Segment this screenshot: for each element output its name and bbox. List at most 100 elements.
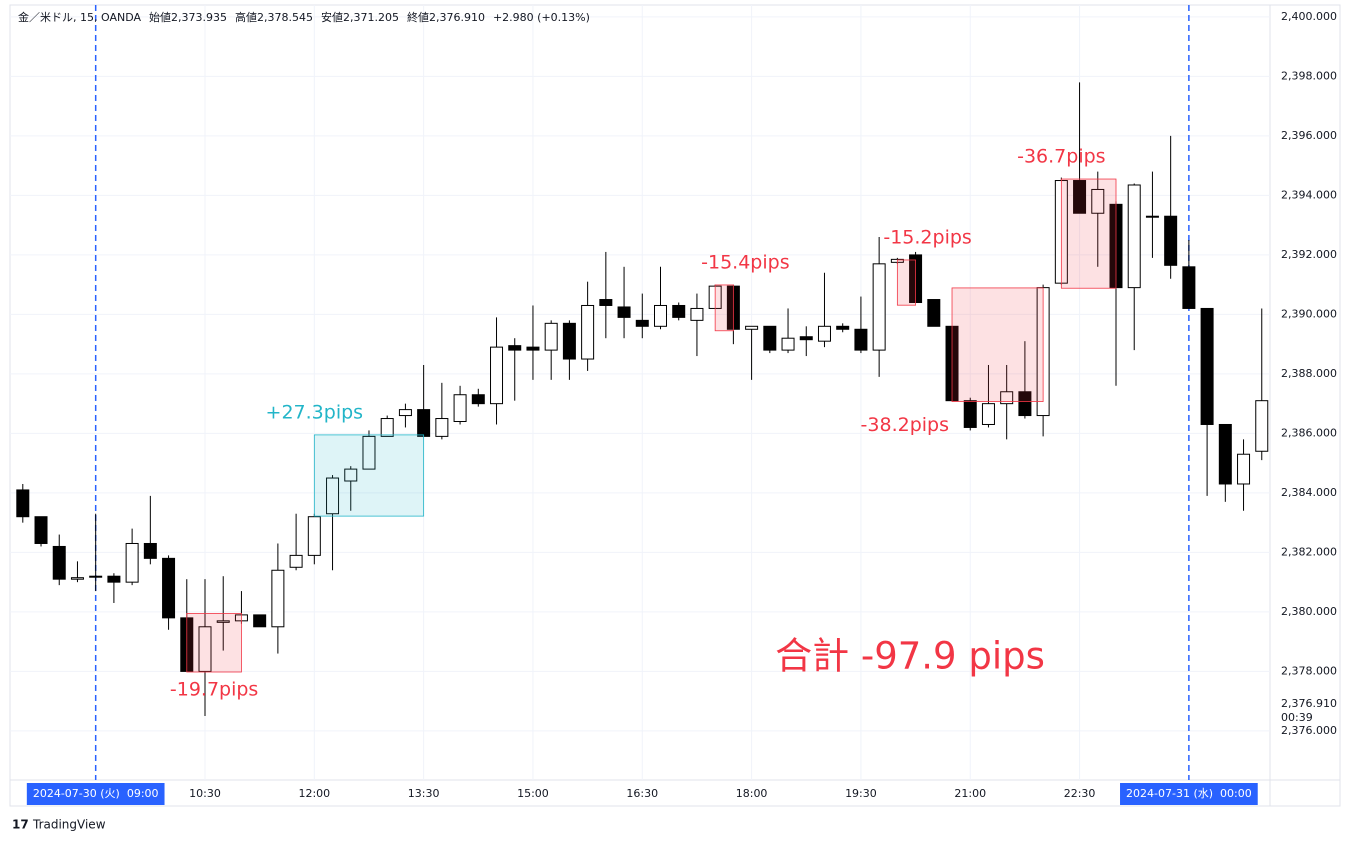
candle-body xyxy=(271,569,285,628)
candle-body xyxy=(635,319,649,327)
candle-body xyxy=(963,400,977,428)
candle-body xyxy=(398,409,412,417)
header-value: 始値2,373.935 xyxy=(149,10,227,24)
candle-body xyxy=(362,435,376,470)
candle-body xyxy=(544,322,558,351)
candle-body xyxy=(490,346,504,405)
y-tick-label: 2,400.000 xyxy=(1281,10,1337,23)
candle-body xyxy=(745,325,759,330)
header-value: 終値2,376.910 xyxy=(407,10,485,24)
y-tick-label: 2,376.000 xyxy=(1281,724,1337,737)
candle-body xyxy=(1200,307,1214,425)
y-tick-label: 2,394.000 xyxy=(1281,188,1337,201)
candle-body xyxy=(52,545,66,580)
annotations: 2,376.000 2,378.000 2,380.000 2,382.000 2,38… xyxy=(26,10,1337,805)
candle-body xyxy=(1164,215,1178,266)
x-tick-label: 2024-07-31 (水) 00:00 xyxy=(1126,787,1252,800)
y-tick-label: 2,384.000 xyxy=(1281,486,1337,499)
last-price-label: 2,376.910 xyxy=(1281,697,1337,710)
y-tick-label: 2,380.000 xyxy=(1281,605,1337,618)
y-tick-label: 2,390.000 xyxy=(1281,307,1337,320)
y-tick-label: 2,378.000 xyxy=(1281,664,1337,677)
x-tick-label: 18:00 xyxy=(736,787,768,800)
trade-box xyxy=(951,287,1044,402)
candle-body xyxy=(162,557,176,619)
trade-box xyxy=(1060,178,1117,289)
candle-body xyxy=(781,337,795,351)
candle-body xyxy=(562,322,576,360)
candle-body xyxy=(854,328,868,351)
trade-label: -15.4pips xyxy=(701,251,789,273)
candle-body xyxy=(1073,180,1087,214)
candle-body xyxy=(1091,188,1105,214)
candle-body xyxy=(380,418,394,437)
candle-body xyxy=(435,418,449,437)
header-value: 安値2,371.205 xyxy=(321,10,399,24)
candle-body xyxy=(981,403,995,425)
x-tick-label: 22:30 xyxy=(1064,787,1096,800)
candle-body xyxy=(836,325,850,330)
trade-box xyxy=(714,284,734,332)
candle-body xyxy=(1237,453,1251,485)
trade-label: -19.7pips xyxy=(170,679,258,701)
candle-body xyxy=(1127,184,1141,289)
trade-label: -38.2pips xyxy=(861,414,949,436)
y-tick-label: 2,382.000 xyxy=(1281,545,1337,558)
candle-body xyxy=(654,304,667,327)
y-tick-label: 2,398.000 xyxy=(1281,69,1337,82)
trade-label: -36.7pips xyxy=(1017,146,1105,168)
y-tick-label: 2,396.000 xyxy=(1281,129,1337,142)
candle-body xyxy=(89,575,103,578)
candle-body xyxy=(107,575,121,583)
candle-body xyxy=(417,409,431,437)
candle-body xyxy=(799,336,813,341)
candle-body xyxy=(326,477,340,515)
candle-body xyxy=(1018,391,1032,417)
x-label-background xyxy=(1120,783,1258,805)
x-tick-label: 15:00 xyxy=(517,787,549,800)
candle-body xyxy=(1218,423,1232,485)
chart-frame xyxy=(9,4,1341,807)
candle-body xyxy=(763,325,777,351)
x-tick-label: 2024-07-30 (火) 09:00 xyxy=(33,787,159,800)
candle-body xyxy=(253,614,267,628)
x-tick-label: 10:30 xyxy=(189,787,221,800)
header-value: +2.980 (+0.13%) xyxy=(493,11,590,24)
y-tick-label: 2,386.000 xyxy=(1281,426,1337,439)
x-tick-label: 12:00 xyxy=(298,787,330,800)
candle-body xyxy=(581,304,595,360)
candle-body xyxy=(1145,215,1159,218)
candle-body xyxy=(70,577,84,580)
trade-label: -15.2pips xyxy=(883,226,971,248)
header-title: 金／米ドル, 15, OANDA xyxy=(18,10,141,24)
candle-body xyxy=(1000,391,1014,405)
candle-body xyxy=(289,554,303,568)
candle-body xyxy=(307,516,321,556)
candle-body xyxy=(927,299,941,327)
candle-body xyxy=(672,304,686,318)
candle-body xyxy=(34,516,48,544)
candle-body xyxy=(216,620,230,623)
candle-body xyxy=(872,263,886,351)
x-label-background xyxy=(26,783,165,805)
trade-box xyxy=(186,612,242,673)
branding: TradingView xyxy=(32,818,106,832)
candle-body xyxy=(508,345,522,351)
y-tick-label: 2,388.000 xyxy=(1281,367,1337,380)
candle-body xyxy=(198,626,212,672)
header: 金／米ドル, 15, OANDA 始値2,373.935 高値2,378.545 安値… xyxy=(18,10,590,24)
trade-box xyxy=(313,434,425,517)
candle-body xyxy=(817,325,831,342)
candle-body xyxy=(453,394,467,423)
x-tick-label: 19:30 xyxy=(845,787,877,800)
candle-body xyxy=(1255,400,1269,452)
candle-body xyxy=(471,394,485,405)
x-tick-label: 13:30 xyxy=(408,787,440,800)
candle-body xyxy=(143,542,157,559)
trade-label: +27.3pips xyxy=(266,401,364,423)
header-value: 高値2,378.545 xyxy=(235,10,313,24)
candle-body xyxy=(125,542,139,583)
candle-body xyxy=(526,346,540,351)
logo-mark: 17 xyxy=(12,818,29,832)
candle-body xyxy=(599,299,613,306)
